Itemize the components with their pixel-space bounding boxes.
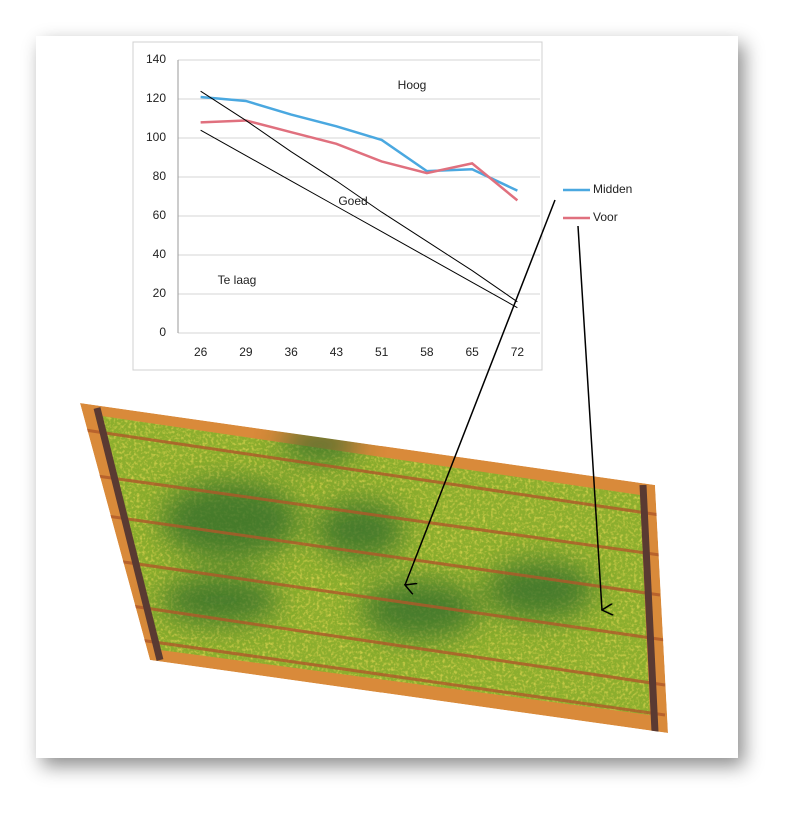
y-tick-label: 140 bbox=[146, 52, 166, 66]
reference-line bbox=[200, 129, 518, 309]
annotation: Hoog bbox=[398, 78, 427, 92]
x-tick-label: 72 bbox=[511, 345, 525, 359]
plot: 0 20 40 60 80 100 120 140 26 29 36 43 51 58 65 72 Midden… bbox=[146, 52, 632, 359]
y-tick-label: 40 bbox=[153, 247, 167, 261]
y-tick-label: 80 bbox=[153, 169, 167, 183]
series-line bbox=[200, 95, 518, 192]
annotation: Te laag bbox=[218, 273, 257, 287]
field-image bbox=[80, 403, 668, 733]
x-tick-label: 65 bbox=[465, 345, 479, 359]
legend-label: Voor bbox=[593, 210, 618, 224]
y-tick-label: 20 bbox=[153, 286, 167, 300]
reference-line bbox=[200, 90, 518, 303]
y-tick-label: 60 bbox=[153, 208, 167, 222]
arrow bbox=[577, 225, 602, 610]
x-tick-label: 43 bbox=[330, 345, 344, 359]
x-tick-label: 51 bbox=[375, 345, 389, 359]
x-tick-label: 26 bbox=[194, 345, 208, 359]
x-tick-label: 29 bbox=[239, 345, 253, 359]
x-tick-label: 36 bbox=[284, 345, 298, 359]
series-line bbox=[200, 119, 519, 202]
x-tick-label: 58 bbox=[420, 345, 434, 359]
y-tick-label: 0 bbox=[159, 325, 166, 339]
y-tick-label: 100 bbox=[146, 130, 166, 144]
legend-label: Midden bbox=[593, 182, 632, 196]
y-tick-label: 120 bbox=[146, 91, 166, 105]
annotation: Goed bbox=[338, 194, 367, 208]
arrow bbox=[405, 199, 556, 585]
